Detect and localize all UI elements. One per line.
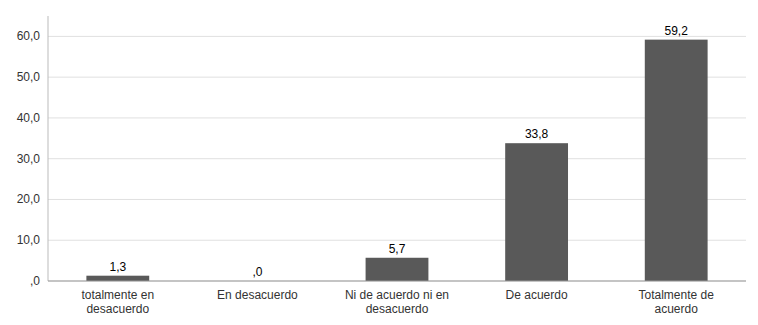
x-tick-label: En desacuerdo: [217, 288, 298, 302]
grid-line: [48, 199, 746, 200]
y-axis-line: [48, 16, 49, 281]
y-tick-label: 50,0: [17, 70, 41, 84]
y-tick-label: ,0: [30, 274, 40, 288]
x-axis: totalmente endesacuerdo En desacuerdo Ni d…: [81, 288, 714, 316]
grid-line: [48, 77, 746, 78]
grid: [48, 36, 746, 281]
grid-line: [48, 36, 746, 37]
data-label: ,0: [252, 265, 262, 279]
data-label: 1,3: [109, 260, 126, 274]
data-label: 5,7: [389, 242, 406, 256]
grid-line: [48, 158, 746, 159]
y-tick-label: 30,0: [17, 152, 41, 166]
data-label: 59,2: [665, 24, 689, 38]
x-tick-label: Ni de acuerdo ni endesacuerdo: [345, 288, 449, 316]
data-label: 33,8: [525, 127, 549, 141]
grid-line: [48, 281, 746, 282]
y-tick-label: 40,0: [17, 111, 41, 125]
bar: [505, 143, 568, 281]
bars: [86, 40, 707, 281]
bar: [366, 258, 429, 281]
x-tick-label: De acuerdo: [506, 288, 568, 302]
bar: [645, 40, 708, 281]
data-labels: 1,3 ,0 5,7 33,8 59,2: [109, 24, 688, 279]
grid-line: [48, 117, 746, 118]
y-tick-label: 60,0: [17, 29, 41, 43]
y-tick-label: 20,0: [17, 192, 41, 206]
x-axis-line: [48, 281, 746, 282]
chart: ,0 10,0 20,0 30,0 40,0 50,0 60,0 1,3 ,0 5,7 33,8 59…: [0, 0, 758, 325]
bar: [86, 276, 149, 281]
x-tick-label: totalmente endesacuerdo: [81, 288, 154, 316]
x-tick-label: Totalmente deacuerdo: [639, 288, 715, 316]
y-axis: ,0 10,0 20,0 30,0 40,0 50,0 60,0: [17, 16, 48, 288]
grid-line: [48, 240, 746, 241]
y-tick-label: 10,0: [17, 233, 41, 247]
chart-container: ,0 10,0 20,0 30,0 40,0 50,0 60,0 1,3 ,0 5,7 33,8 59…: [0, 0, 758, 325]
